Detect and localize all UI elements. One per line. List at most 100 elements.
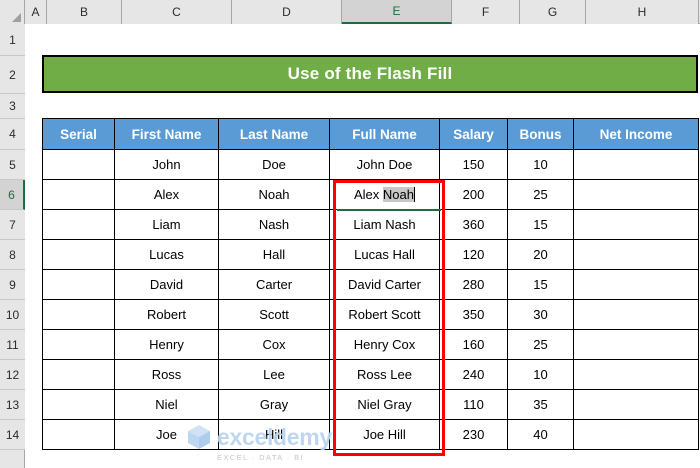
column-header-net-income[interactable]: Net Income bbox=[573, 118, 699, 150]
row-header-9[interactable]: 9 bbox=[0, 270, 25, 300]
cell-last-name[interactable]: Hill bbox=[218, 419, 330, 450]
cell-salary[interactable]: 110 bbox=[439, 389, 508, 420]
cell-net-income[interactable] bbox=[573, 149, 699, 180]
cell-first-name[interactable]: David bbox=[114, 269, 219, 300]
cell-serial[interactable] bbox=[42, 149, 115, 180]
row-header-14[interactable]: 14 bbox=[0, 420, 25, 450]
cell-salary[interactable]: 160 bbox=[439, 329, 508, 360]
cell-last-name[interactable]: Noah bbox=[218, 179, 330, 210]
cell-first-name[interactable]: Henry bbox=[114, 329, 219, 360]
cell-serial[interactable] bbox=[42, 239, 115, 270]
cell-full-name-preview[interactable]: Lucas Hall bbox=[329, 239, 440, 270]
cell-bonus[interactable]: 30 bbox=[507, 299, 574, 330]
cell-first-name[interactable]: Alex bbox=[114, 179, 219, 210]
column-header-first-name[interactable]: First Name bbox=[114, 118, 219, 150]
cell-full-name-preview[interactable]: Henry Cox bbox=[329, 329, 440, 360]
cell-full-name-preview[interactable]: Robert Scott bbox=[329, 299, 440, 330]
cell-full-name-preview[interactable]: Ross Lee bbox=[329, 359, 440, 390]
cell-net-income[interactable] bbox=[573, 299, 699, 330]
cell-salary[interactable]: 200 bbox=[439, 179, 508, 210]
cell-bonus[interactable]: 10 bbox=[507, 359, 574, 390]
cell-last-name[interactable]: Hall bbox=[218, 239, 330, 270]
cell-serial[interactable] bbox=[42, 329, 115, 360]
row-header-10[interactable]: 10 bbox=[0, 300, 25, 330]
cell-salary[interactable]: 240 bbox=[439, 359, 508, 390]
cell-serial[interactable] bbox=[42, 269, 115, 300]
cell-serial[interactable] bbox=[42, 359, 115, 390]
row-header-12[interactable]: 12 bbox=[0, 360, 25, 390]
column-header-f[interactable]: F bbox=[452, 0, 520, 24]
cell-net-income[interactable] bbox=[573, 239, 699, 270]
cell-bonus[interactable]: 25 bbox=[507, 329, 574, 360]
cell-salary[interactable]: 360 bbox=[439, 209, 508, 240]
column-header-full-name[interactable]: Full Name bbox=[329, 118, 440, 150]
cell-serial[interactable] bbox=[42, 179, 115, 210]
cell-bonus[interactable]: 15 bbox=[507, 209, 574, 240]
cell-serial[interactable] bbox=[42, 299, 115, 330]
row-header-2[interactable]: 2 bbox=[0, 56, 25, 94]
cell-net-income[interactable] bbox=[573, 269, 699, 300]
cell-first-name[interactable]: Lucas bbox=[114, 239, 219, 270]
cell-bonus[interactable]: 20 bbox=[507, 239, 574, 270]
cell-serial[interactable] bbox=[42, 389, 115, 420]
cell-salary[interactable]: 280 bbox=[439, 269, 508, 300]
column-header-c[interactable]: C bbox=[122, 0, 232, 24]
cell-last-name[interactable]: Carter bbox=[218, 269, 330, 300]
cell-salary[interactable]: 350 bbox=[439, 299, 508, 330]
cell-full-name-preview[interactable]: David Carter bbox=[329, 269, 440, 300]
column-header-serial[interactable]: Serial bbox=[42, 118, 115, 150]
column-header-e[interactable]: E bbox=[342, 0, 452, 24]
cell-first-name[interactable]: John bbox=[114, 149, 219, 180]
cell-net-income[interactable] bbox=[573, 419, 699, 450]
cell-bonus[interactable]: 35 bbox=[507, 389, 574, 420]
column-header-h[interactable]: H bbox=[586, 0, 699, 24]
column-header-last-name[interactable]: Last Name bbox=[218, 118, 330, 150]
row-header-8[interactable]: 8 bbox=[0, 240, 25, 270]
cell-net-income[interactable] bbox=[573, 209, 699, 240]
row-header-6[interactable]: 6 bbox=[0, 180, 25, 210]
row-header-5[interactable]: 5 bbox=[0, 150, 25, 180]
column-header-g[interactable]: G bbox=[520, 0, 586, 24]
cell-full-name-preview[interactable]: Joe Hill bbox=[329, 419, 440, 450]
cell-full-name[interactable]: John Doe bbox=[329, 149, 440, 180]
cell-net-income[interactable] bbox=[573, 329, 699, 360]
cell-serial[interactable] bbox=[42, 419, 115, 450]
cell-bonus[interactable]: 15 bbox=[507, 269, 574, 300]
cell-net-income[interactable] bbox=[573, 389, 699, 420]
column-header-b[interactable]: B bbox=[47, 0, 122, 24]
cell-salary[interactable]: 120 bbox=[439, 239, 508, 270]
column-header-salary[interactable]: Salary bbox=[439, 118, 508, 150]
cell-last-name[interactable]: Doe bbox=[218, 149, 330, 180]
row-header-13[interactable]: 13 bbox=[0, 390, 25, 420]
cell-net-income[interactable] bbox=[573, 359, 699, 390]
cell-bonus[interactable]: 40 bbox=[507, 419, 574, 450]
column-header-d[interactable]: D bbox=[232, 0, 342, 24]
row-header-1[interactable]: 1 bbox=[0, 24, 25, 56]
select-all-corner[interactable] bbox=[0, 0, 25, 24]
cell-first-name[interactable]: Liam bbox=[114, 209, 219, 240]
cell-salary[interactable]: 230 bbox=[439, 419, 508, 450]
cell-bonus[interactable]: 10 bbox=[507, 149, 574, 180]
column-header-bonus[interactable]: Bonus bbox=[507, 118, 574, 150]
cell-full-name-preview[interactable]: Niel Gray bbox=[329, 389, 440, 420]
cell-last-name[interactable]: Cox bbox=[218, 329, 330, 360]
cell-salary[interactable]: 150 bbox=[439, 149, 508, 180]
cell-first-name[interactable]: Niel bbox=[114, 389, 219, 420]
cell-full-name-preview[interactable]: Liam Nash bbox=[329, 209, 440, 240]
cell-bonus[interactable]: 25 bbox=[507, 179, 574, 210]
cell-net-income[interactable] bbox=[573, 179, 699, 210]
cell-last-name[interactable]: Scott bbox=[218, 299, 330, 330]
cell-first-name[interactable]: Joe bbox=[114, 419, 219, 450]
cell-first-name[interactable]: Ross bbox=[114, 359, 219, 390]
row-header-11[interactable]: 11 bbox=[0, 330, 25, 360]
cell-last-name[interactable]: Gray bbox=[218, 389, 330, 420]
cell-serial[interactable] bbox=[42, 209, 115, 240]
row-header-4[interactable]: 4 bbox=[0, 119, 25, 150]
cell-last-name[interactable]: Lee bbox=[218, 359, 330, 390]
cell-full-name-active[interactable]: Alex Noah bbox=[329, 179, 440, 210]
row-header-3[interactable]: 3 bbox=[0, 94, 25, 119]
cell-last-name[interactable]: Nash bbox=[218, 209, 330, 240]
cell-first-name[interactable]: Robert bbox=[114, 299, 219, 330]
column-header-a[interactable]: A bbox=[25, 0, 47, 24]
row-header-7[interactable]: 7 bbox=[0, 210, 25, 240]
